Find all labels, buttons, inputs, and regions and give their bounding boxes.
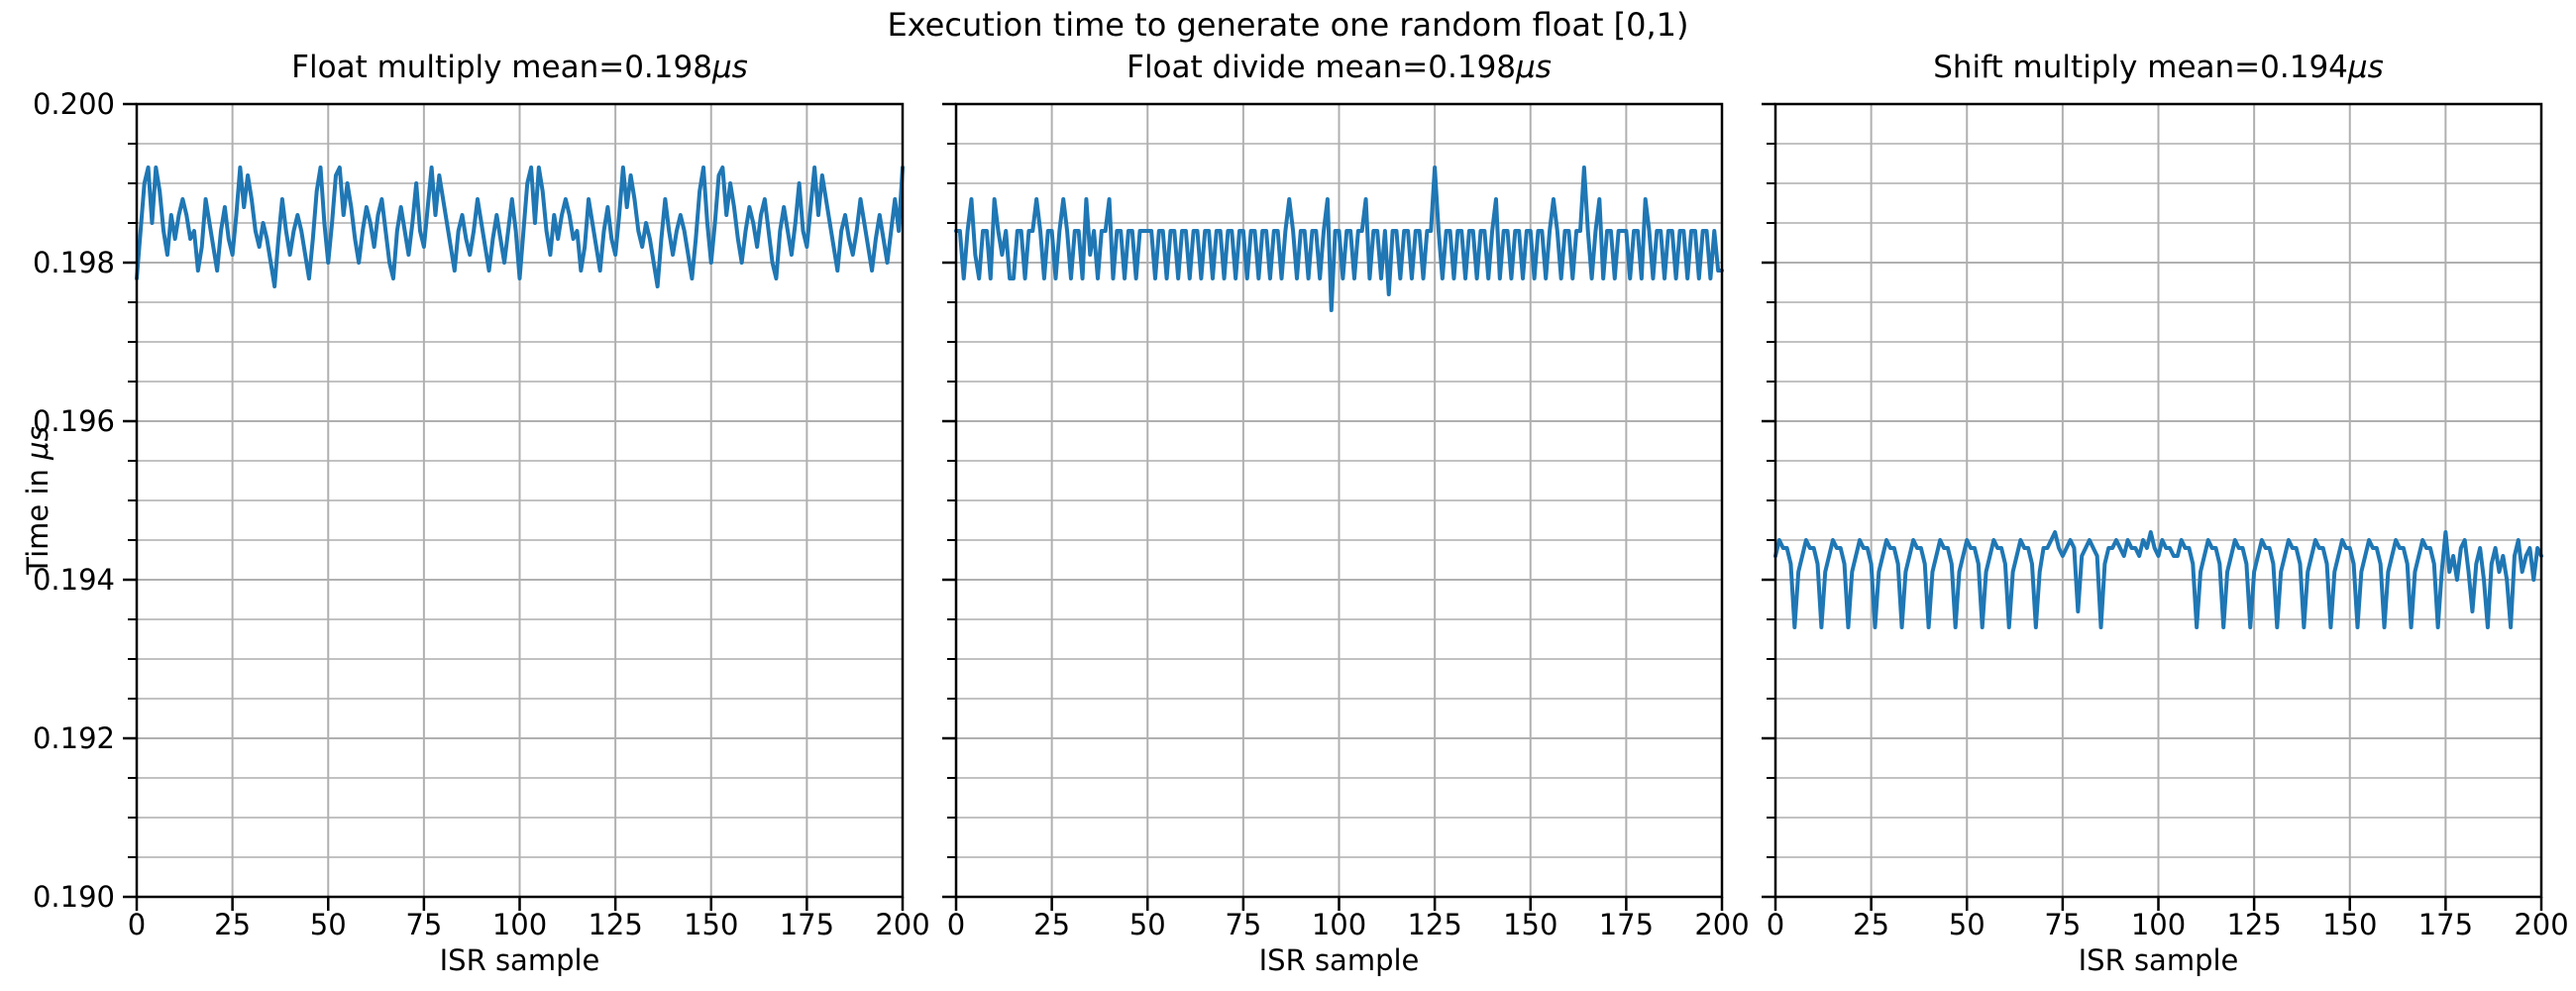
x-tick-label: 200 bbox=[2514, 908, 2569, 941]
plot-area bbox=[123, 102, 905, 911]
x-tick-label: 200 bbox=[1694, 908, 1750, 941]
x-tick-label: 75 bbox=[2044, 908, 2082, 941]
x-tick-label: 125 bbox=[588, 908, 643, 941]
subplot-float-divide: Float divide mean=0.198μs ISR sample 0 25… bbox=[942, 0, 1750, 991]
subplot-title-unit: μs bbox=[711, 50, 748, 85]
y-tick-label: 0.198 bbox=[32, 246, 115, 279]
subplot-title: Float multiply mean=0.198μs bbox=[137, 50, 903, 85]
subplot-shift-multiply: Shift multiply mean=0.194μs ISR sample 0… bbox=[1762, 0, 2569, 991]
x-axis-label: ISR sample bbox=[439, 943, 600, 977]
x-tick-label: 100 bbox=[2130, 908, 2187, 941]
x-tick-label: 100 bbox=[491, 908, 548, 941]
x-axis-label: ISR sample bbox=[1258, 943, 1420, 977]
y-tick-label: 0.196 bbox=[32, 404, 115, 438]
subplot-title-unit: μs bbox=[2347, 50, 2384, 85]
x-tick-label: 25 bbox=[1853, 908, 1890, 941]
x-tick-label: 0 bbox=[127, 908, 147, 941]
y-axis-label: Time in μs bbox=[21, 426, 54, 574]
subplot-title-unit: μs bbox=[1516, 50, 1552, 85]
x-tick-label: 75 bbox=[1225, 908, 1262, 941]
x-tick-label: 125 bbox=[1407, 908, 1462, 941]
subplot-title-text: Float divide mean=0.198 bbox=[1127, 50, 1517, 85]
x-tick-label: 100 bbox=[1311, 908, 1367, 941]
x-tick-label: 150 bbox=[2322, 908, 2378, 941]
plot-area bbox=[942, 102, 1724, 911]
series-line bbox=[1773, 530, 2543, 629]
x-tick-label: 175 bbox=[2417, 908, 2474, 941]
x-tick-label: 25 bbox=[214, 908, 252, 941]
subplot-title-text: Shift multiply mean=0.194 bbox=[1933, 50, 2348, 85]
subplot-float-multiply: Float multiply mean=0.198μs ISR sample 0… bbox=[33, 0, 930, 991]
x-tick-label: 150 bbox=[684, 908, 739, 941]
x-tick-label: 175 bbox=[779, 908, 835, 941]
plot-area bbox=[1762, 102, 2543, 911]
x-tick-label: 0 bbox=[946, 908, 966, 941]
y-tick-label: 0.190 bbox=[32, 880, 115, 914]
subplot-title: Float divide mean=0.198μs bbox=[956, 50, 1722, 85]
figure-title: Execution time to generate one random fl… bbox=[887, 6, 1689, 44]
x-tick-label: 25 bbox=[1033, 908, 1071, 941]
subplot-title-text: Float multiply mean=0.198 bbox=[291, 50, 712, 85]
y-axis-label-text: Time in bbox=[21, 459, 54, 575]
x-tick-label: 200 bbox=[875, 908, 930, 941]
x-tick-label: 125 bbox=[2226, 908, 2282, 941]
series-line bbox=[135, 165, 905, 288]
x-tick-label: 75 bbox=[405, 908, 443, 941]
x-tick-label: 175 bbox=[1598, 908, 1655, 941]
x-tick-label: 50 bbox=[1948, 908, 1986, 941]
x-tick-label: 0 bbox=[1766, 908, 1785, 941]
x-tick-label: 150 bbox=[1503, 908, 1558, 941]
x-tick-label: 50 bbox=[309, 908, 347, 941]
series-line bbox=[954, 165, 1724, 312]
y-tick-label: 0.192 bbox=[32, 721, 115, 755]
x-tick-label: 50 bbox=[1128, 908, 1166, 941]
y-tick-label: 0.200 bbox=[32, 87, 115, 121]
subplot-title: Shift multiply mean=0.194μs bbox=[1775, 50, 2541, 85]
x-axis-label: ISR sample bbox=[2078, 943, 2239, 977]
y-tick-label: 0.194 bbox=[32, 563, 115, 597]
